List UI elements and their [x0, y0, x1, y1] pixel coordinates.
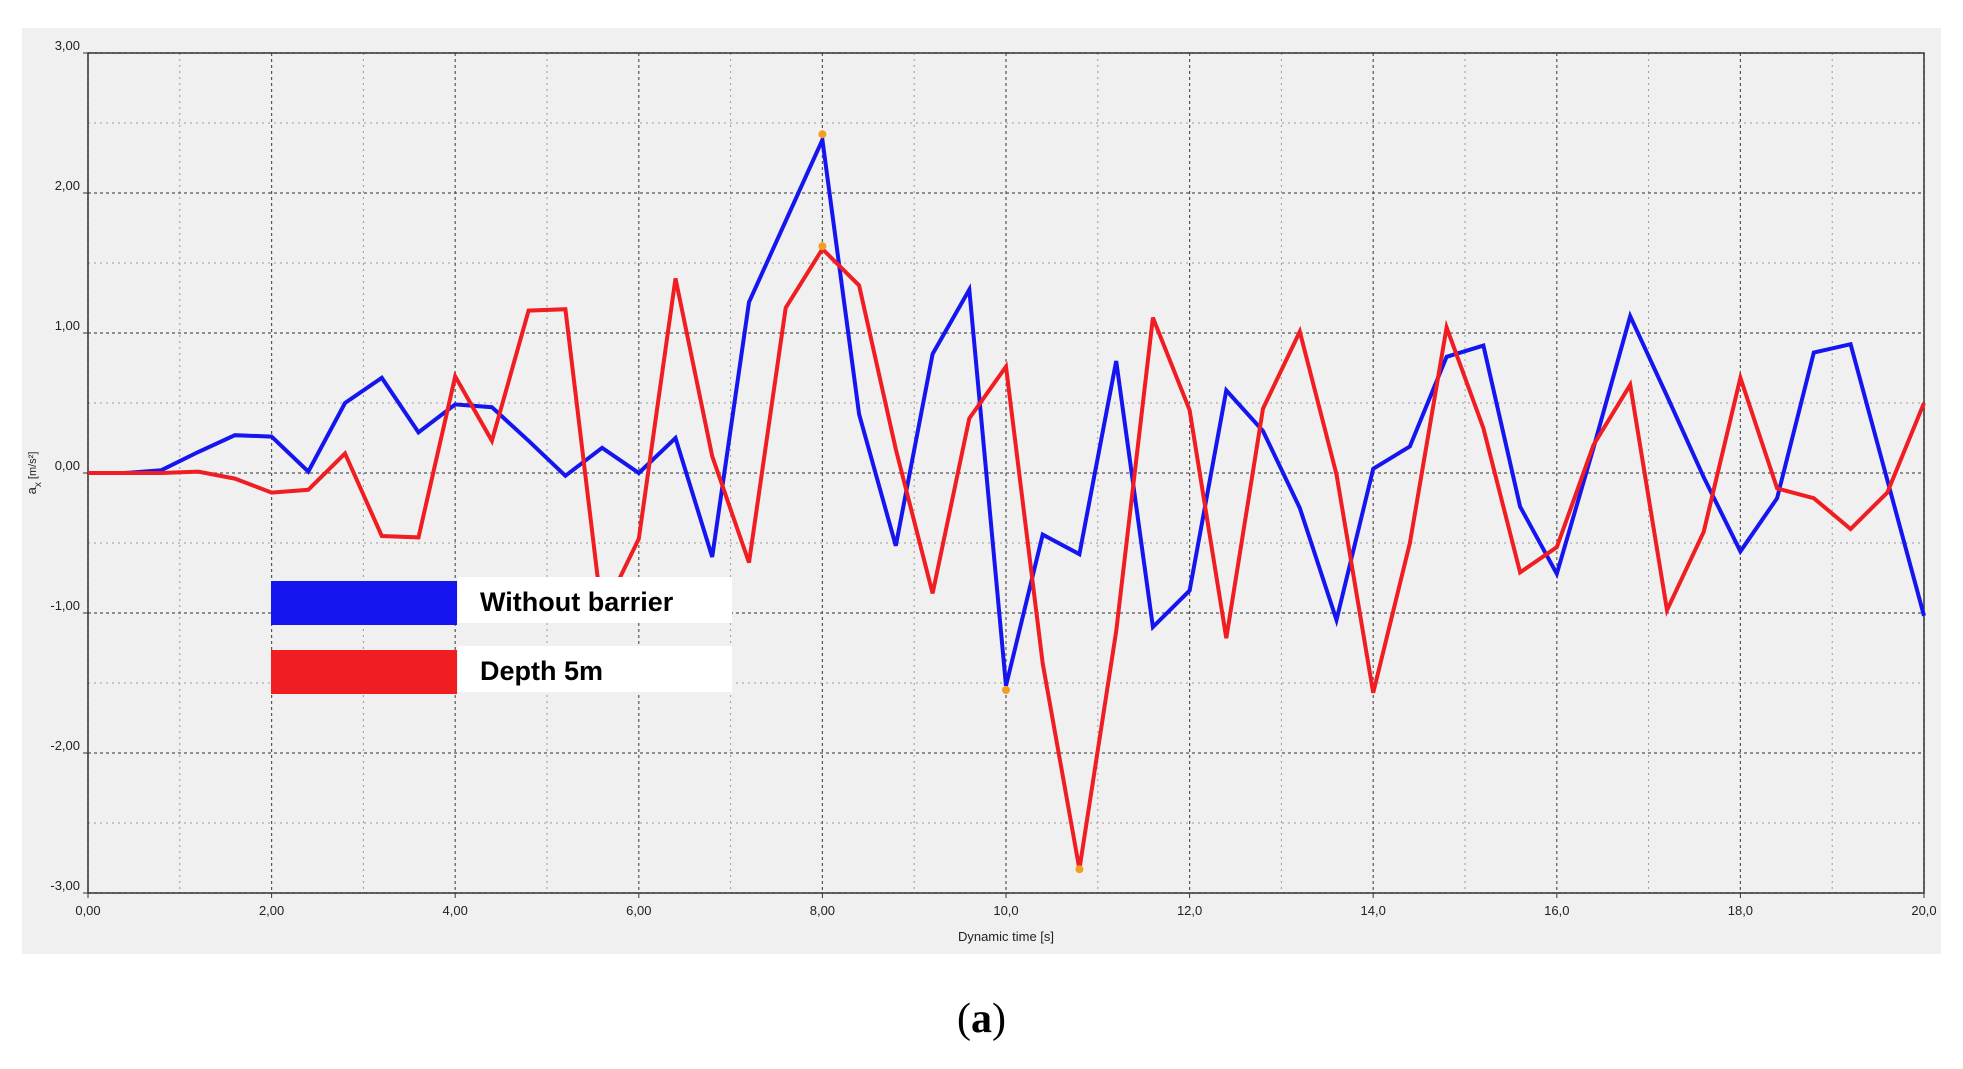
series-line-without-barrier — [88, 132, 1926, 687]
x-tick-label: 0,00 — [75, 903, 100, 918]
axes: 0,00 2,00 4,00 6,00 8,00 10,0 12,0 14,0 16,0 18,0… — [24, 38, 1937, 944]
x-tick-label: 4,00 — [443, 903, 468, 918]
legend: Without barrier Depth 5m — [271, 577, 732, 694]
legend-swatch — [271, 650, 457, 694]
y-tick-label: 3,00 — [55, 38, 80, 53]
y-tick-label: -1,00 — [50, 598, 80, 613]
x-tick-label: 8,00 — [810, 903, 835, 918]
data-point-marker — [818, 242, 827, 251]
legend-label-box — [458, 577, 732, 623]
data-point-marker — [1002, 686, 1010, 694]
data-point-marker — [1075, 865, 1084, 874]
y-tick-label: 1,00 — [55, 318, 80, 333]
markers — [818, 130, 1084, 874]
x-tick-label: 6,00 — [626, 903, 651, 918]
x-tick-label: 20,0 — [1911, 903, 1936, 918]
x-tick-label: 2,00 — [259, 903, 284, 918]
legend-label: Depth 5m — [480, 656, 603, 686]
y-tick-label: 2,00 — [55, 178, 80, 193]
series-line-depth-5m — [88, 245, 1926, 870]
data-point-marker — [818, 130, 827, 139]
chart-panel: 0,00 2,00 4,00 6,00 8,00 10,0 12,0 14,0 16,0 18,0… — [22, 28, 1941, 954]
line-chart: 0,00 2,00 4,00 6,00 8,00 10,0 12,0 14,0 16,0 18,0… — [24, 38, 1937, 944]
y-axis-title: ax [m/s²] — [24, 452, 44, 495]
grid — [87, 52, 1925, 894]
series — [88, 132, 1926, 870]
y-tick-label: -2,00 — [50, 738, 80, 753]
x-tick-label: 16,0 — [1544, 903, 1569, 918]
x-tick-label: 10,0 — [993, 903, 1018, 918]
x-tick-label: 12,0 — [1177, 903, 1202, 918]
legend-swatch — [271, 581, 457, 625]
y-tick-label: 0,00 — [55, 458, 80, 473]
legend-label-box — [458, 646, 732, 692]
x-axis-title: Dynamic time [s] — [958, 929, 1054, 944]
y-tick-label: -3,00 — [50, 878, 80, 893]
legend-label: Without barrier — [480, 587, 674, 617]
figure-caption: (a) — [957, 996, 1006, 1042]
x-tick-label: 14,0 — [1361, 903, 1386, 918]
x-tick-label: 18,0 — [1728, 903, 1753, 918]
